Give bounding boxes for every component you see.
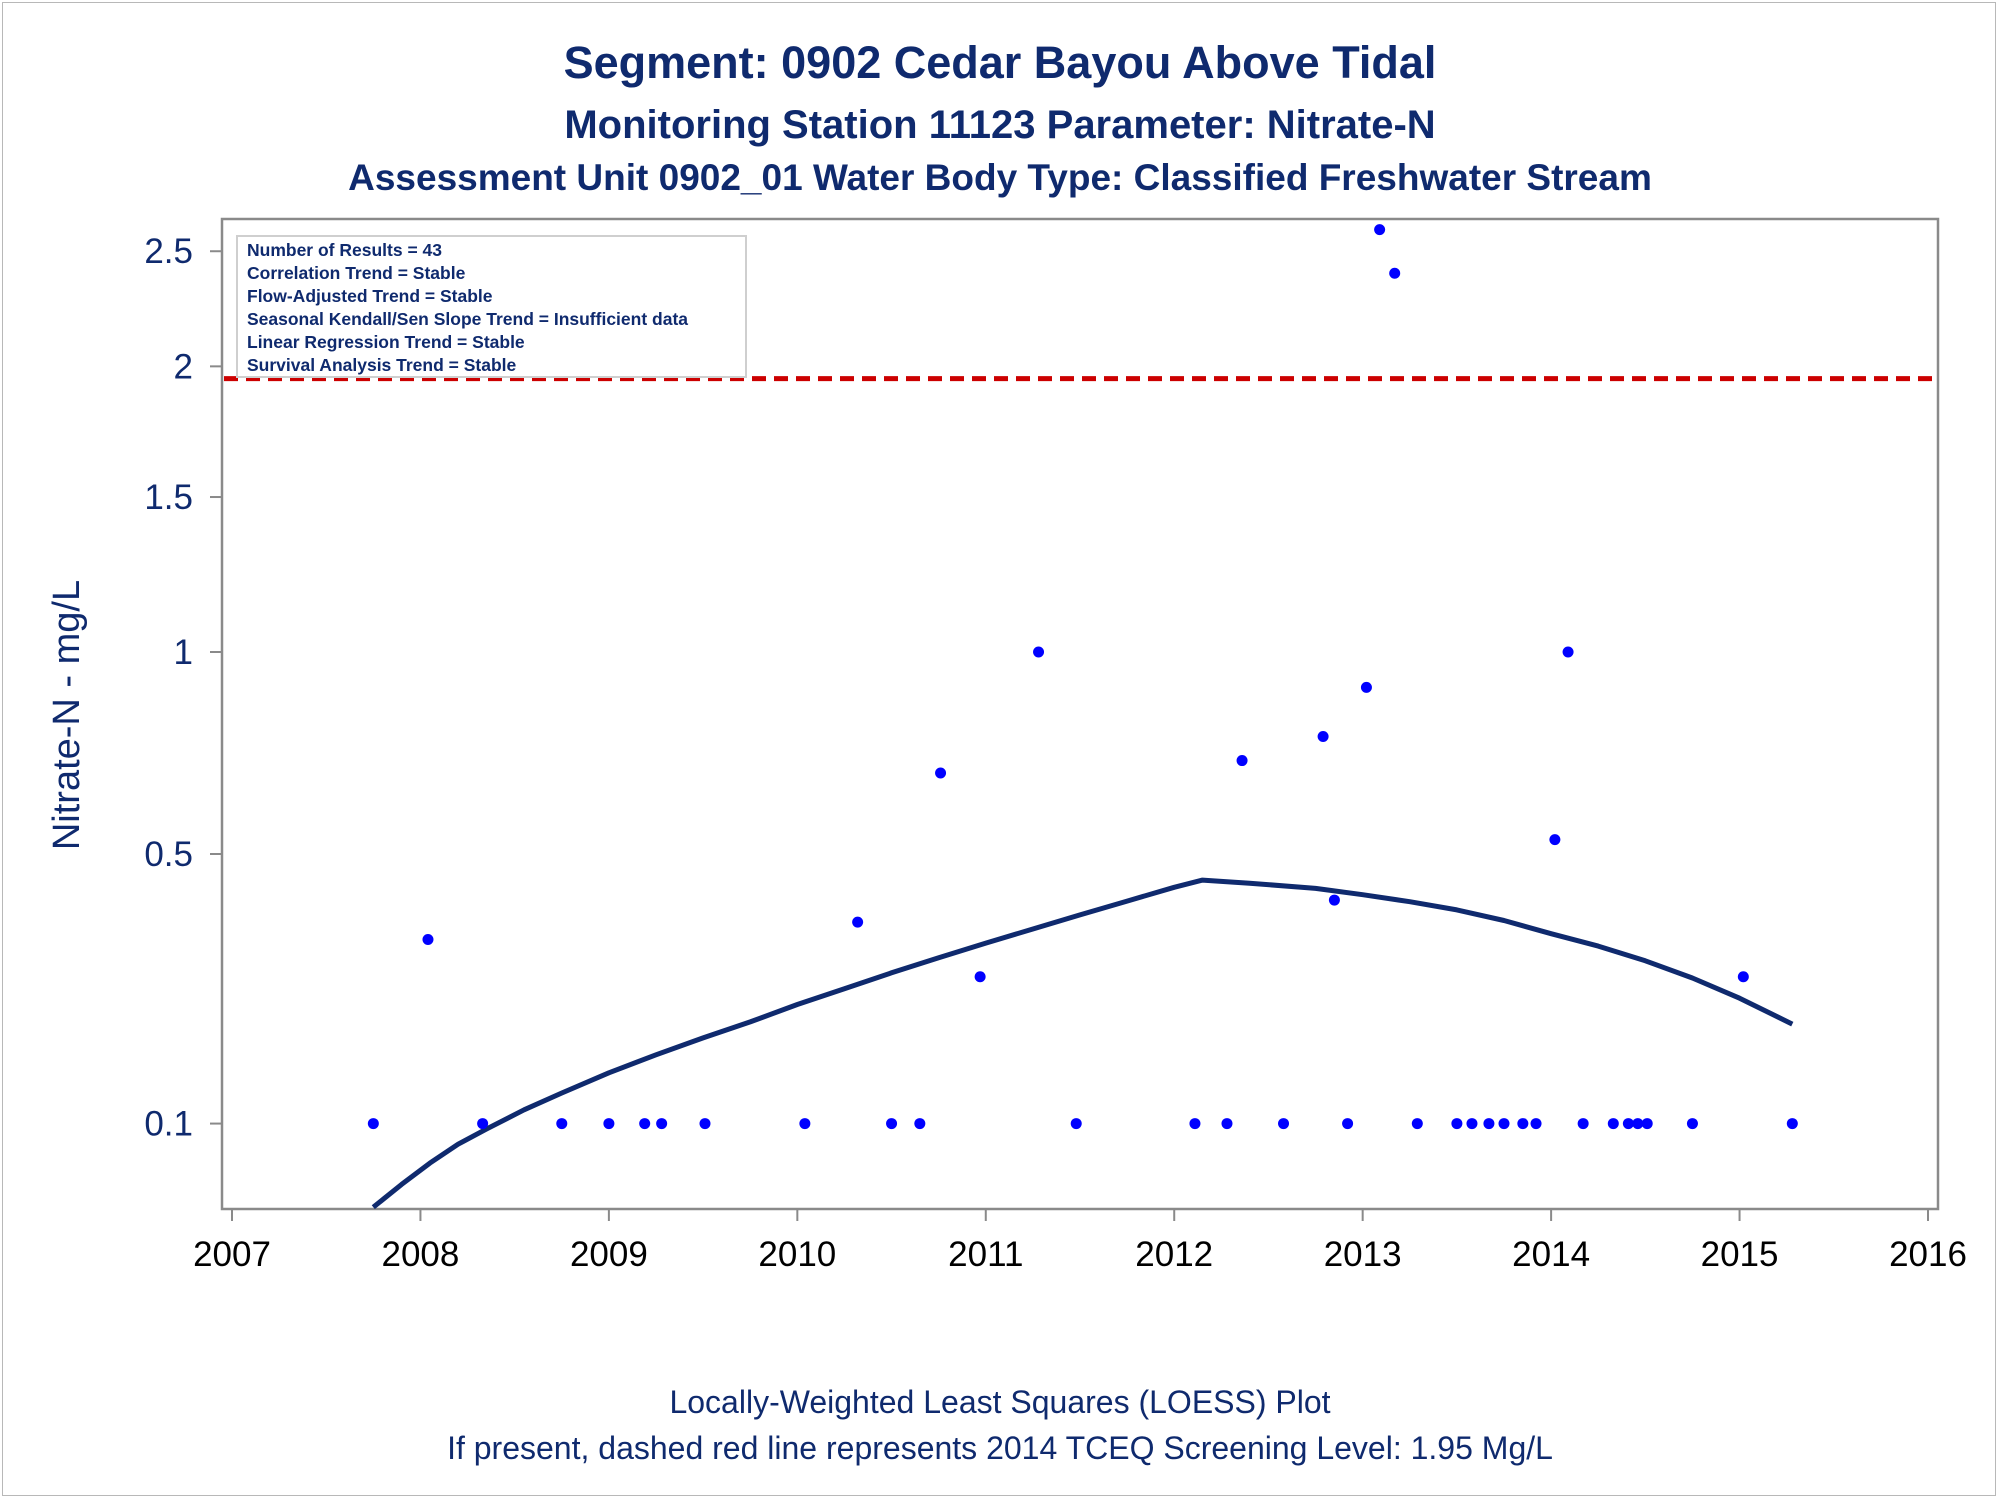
stats-seasonal-kendall-trend: Seasonal Kendall/Sen Slope Trend = Insuf… [247, 309, 688, 329]
chart-subtitle-station: Monitoring Station 11123 Parameter: Nitr… [564, 103, 1435, 147]
y-tick-label: 1 [174, 633, 193, 672]
stats-number-of-results: Number of Results = 43 [247, 240, 442, 260]
data-point [1342, 1118, 1354, 1130]
data-point [1411, 1118, 1423, 1130]
data-point [1328, 894, 1340, 906]
plot-area [220, 217, 1940, 1211]
data-point [1278, 1118, 1290, 1130]
data-point [1517, 1118, 1529, 1130]
data-point [1236, 755, 1248, 767]
data-point [1549, 834, 1561, 846]
y-tick-label: 2.5 [144, 232, 193, 271]
y-tick-label: 2 [174, 347, 193, 386]
data-point [1483, 1118, 1495, 1130]
footnote-loess: Locally-Weighted Least Squares (LOESS) P… [669, 1384, 1330, 1420]
data-point [477, 1118, 489, 1130]
data-point [1562, 646, 1574, 658]
data-point [656, 1118, 668, 1130]
data-point [1360, 681, 1372, 693]
data-point [1641, 1118, 1653, 1130]
data-point [1577, 1118, 1589, 1130]
x-tick-label: 2008 [382, 1235, 460, 1274]
data-point [886, 1118, 898, 1130]
data-point [1033, 646, 1045, 658]
data-point [1498, 1118, 1510, 1130]
data-point [1786, 1118, 1798, 1130]
x-tick-label: 2016 [1889, 1235, 1967, 1274]
data-point [367, 1118, 379, 1130]
data-point [1607, 1118, 1619, 1130]
x-tick-label: 2010 [758, 1235, 836, 1274]
x-tick-label: 2015 [1701, 1235, 1779, 1274]
x-tick-label: 2012 [1135, 1235, 1213, 1274]
x-tick-label: 2011 [948, 1235, 1023, 1274]
x-tick-label: 2009 [570, 1235, 648, 1274]
data-point [1737, 971, 1749, 983]
data-point [1530, 1118, 1542, 1130]
data-point [1317, 730, 1329, 742]
data-point [1686, 1118, 1698, 1130]
data-point [1221, 1118, 1233, 1130]
y-tick-label: 1.5 [144, 478, 193, 517]
data-point [422, 934, 434, 946]
footnote-screening-level: If present, dashed red line represents 2… [447, 1430, 1553, 1466]
x-tick-label: 2013 [1324, 1235, 1402, 1274]
y-axis-label: Nitrate-N - mg/L [46, 580, 88, 850]
x-tick-label: 2007 [193, 1235, 271, 1274]
data-point [1374, 224, 1386, 236]
loess-curve [371, 877, 1794, 1210]
data-point [1070, 1118, 1082, 1130]
data-point [1632, 1118, 1644, 1130]
chart-subtitle-assessment-unit: Assessment Unit 0902_01 Water Body Type:… [348, 157, 1652, 198]
data-point [699, 1118, 711, 1130]
x-axis: 2007 2008 2009 2010 2011 2012 2013 2014 2015 2016 [193, 1209, 1967, 1274]
x-tick-label: 2014 [1512, 1235, 1590, 1274]
data-point [639, 1118, 651, 1130]
data-point [1389, 267, 1401, 279]
data-point [799, 1118, 811, 1130]
stats-linear-regression-trend: Linear Regression Trend = Stable [247, 332, 525, 352]
y-tick-label: 0.1 [144, 1105, 193, 1144]
data-point [914, 1118, 926, 1130]
data-point [603, 1118, 615, 1130]
data-point [1451, 1118, 1463, 1130]
trend-stats-inset: Number of Results = 43 Correlation Trend… [236, 235, 747, 378]
y-axis: 0.1 0.5 1 1.5 2 2.5 [144, 232, 222, 1144]
data-point [1189, 1118, 1201, 1130]
y-tick-label: 0.5 [144, 835, 193, 874]
stats-flow-adjusted-trend: Flow-Adjusted Trend = Stable [247, 286, 493, 306]
stats-survival-analysis-trend: Survival Analysis Trend = Stable [247, 355, 517, 375]
data-point [852, 916, 864, 928]
data-point [935, 767, 947, 779]
observation-points [367, 224, 1798, 1130]
data-point [974, 971, 986, 983]
stats-inset-box [236, 235, 747, 378]
chart-title: Segment: 0902 Cedar Bayou Above Tidal [564, 37, 1437, 88]
data-point [1466, 1118, 1478, 1130]
data-point [1622, 1118, 1634, 1130]
stats-correlation-trend: Correlation Trend = Stable [247, 263, 466, 283]
data-point [556, 1118, 568, 1130]
